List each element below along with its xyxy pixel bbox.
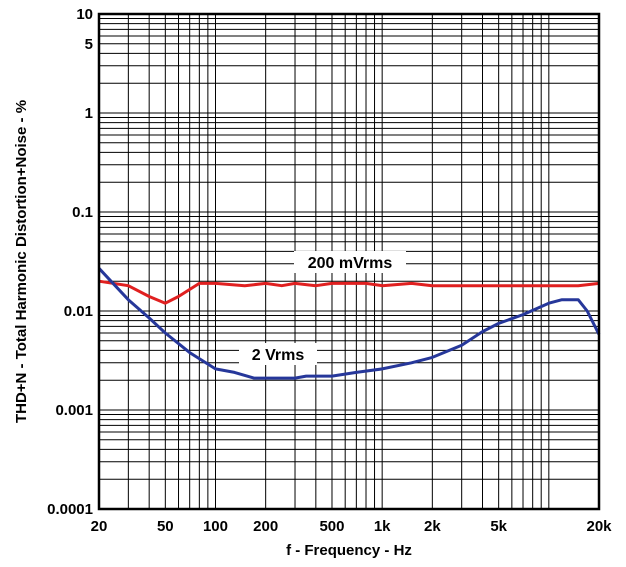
x-tick-label: 500 xyxy=(319,518,344,535)
x-tick-label: 200 xyxy=(253,518,278,535)
series-line-0 xyxy=(98,279,600,305)
series-label: 2 Vrms xyxy=(252,347,305,364)
x-axis-title: f - Frequency - Hz xyxy=(286,542,412,559)
x-tick-label: 5k xyxy=(490,518,507,535)
series-label-bg xyxy=(239,343,317,365)
x-tick-label: 1k xyxy=(374,518,391,535)
x-tick-label: 50 xyxy=(157,518,174,535)
x-tick-labels: 20 50 100 200 500 1k 2k 5k 20k xyxy=(91,518,613,535)
series-label-bg xyxy=(294,251,406,273)
series-group xyxy=(97,267,601,380)
y-tick-label: 5 xyxy=(85,36,93,53)
y-tick-label: 0.01 xyxy=(64,303,93,320)
y-axis-title: THD+N - Total Harmonic Distortion+Noise … xyxy=(13,100,30,423)
series-line-1 xyxy=(97,267,601,380)
y-tick-label: 0.1 xyxy=(72,204,93,221)
series-label: 200 mVrms xyxy=(308,255,393,272)
x-tick-label: 20 xyxy=(91,518,108,535)
x-tick-label: 2k xyxy=(424,518,441,535)
plot-frame xyxy=(97,12,601,511)
y-tick-label: 10 xyxy=(76,6,93,23)
y-tick-label: 0.0001 xyxy=(47,501,93,518)
x-tick-label: 100 xyxy=(203,518,228,535)
x-tick-label: 20k xyxy=(586,518,612,535)
annotations: 200 mVrms 2 Vrms xyxy=(239,251,406,365)
y-tick-label: 0.001 xyxy=(55,402,93,419)
y-tick-labels: 10 5 1 0.1 0.01 0.001 0.0001 xyxy=(47,6,93,518)
y-tick-label: 1 xyxy=(85,105,93,122)
